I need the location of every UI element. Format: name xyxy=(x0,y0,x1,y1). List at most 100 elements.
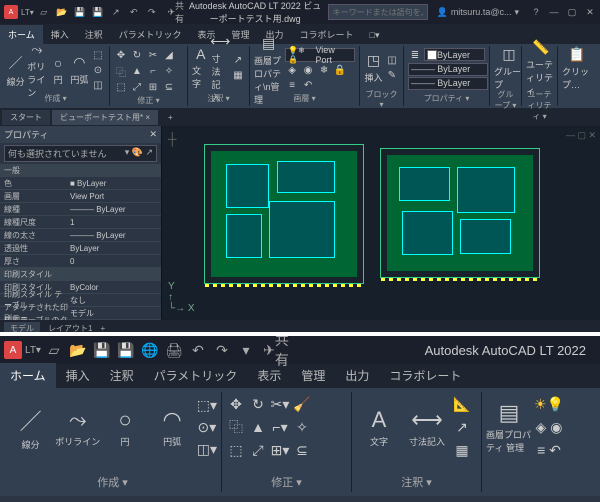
matchprop-icon[interactable]: ≣ xyxy=(408,48,422,62)
block-create-icon[interactable]: ◫ xyxy=(385,54,399,68)
undo-icon[interactable]: ↶ xyxy=(127,5,141,19)
fillet-icon[interactable]: ⌐▾ xyxy=(270,417,290,437)
save-icon[interactable]: 💾 xyxy=(73,5,87,19)
panel-label[interactable]: 作成 ▾ xyxy=(6,93,105,104)
drawing-canvas[interactable]: ┼ Y↑└→ X — ▢ ✕ xyxy=(162,126,600,320)
redo-icon[interactable]: ↷ xyxy=(212,340,232,360)
property-row[interactable]: 線の太さ——— ByLayer xyxy=(0,229,161,242)
polyline-button[interactable]: ⤳ポリライン xyxy=(27,50,46,90)
panel-label[interactable]: グループ ▾ xyxy=(494,89,517,111)
explode-icon[interactable]: ✧ xyxy=(162,64,176,78)
minimize-icon[interactable]: — xyxy=(548,6,560,18)
property-row[interactable]: 画層View Port xyxy=(0,190,161,203)
trim-icon[interactable]: ✂▾ xyxy=(270,394,290,414)
layer-dropdown[interactable]: 💡❄🔒 View Port xyxy=(285,48,355,62)
new-tab-button[interactable]: + xyxy=(160,111,181,124)
qat-more-icon[interactable]: ▾ xyxy=(236,340,256,360)
layer-freeze-icon[interactable]: ❄ xyxy=(317,63,331,77)
layer-match-icon[interactable]: ≡ xyxy=(285,78,299,92)
share-button[interactable]: ✈ 共有 xyxy=(169,5,183,19)
stretch-icon[interactable]: ⬚ xyxy=(114,80,128,94)
hatch-icon[interactable]: ⊙ xyxy=(91,63,105,77)
property-row[interactable]: 厚さ0 xyxy=(0,255,161,268)
lineweight-dropdown[interactable]: ——— ByLayer xyxy=(408,77,488,90)
start-tab[interactable]: スタート xyxy=(2,110,50,125)
layer-sun-icon[interactable]: ☀💡 xyxy=(534,394,564,414)
panel-label[interactable]: ユーティリティ ▾ xyxy=(526,89,553,122)
property-row[interactable]: 線種尺度1 xyxy=(0,216,161,229)
panel-label[interactable]: 修正 ▾ xyxy=(114,95,183,106)
line-button[interactable]: ／線分 xyxy=(6,50,25,90)
rotate-icon[interactable]: ↻ xyxy=(130,48,144,62)
table-icon[interactable]: ▦ xyxy=(231,69,245,83)
array-icon[interactable]: ⊞▾ xyxy=(270,440,290,460)
panel-label[interactable]: 画層 ▾ xyxy=(254,93,355,104)
panel-label[interactable]: ブロック ▾ xyxy=(364,89,399,109)
viewport-2[interactable] xyxy=(380,148,540,278)
saveas-icon[interactable]: 💾 xyxy=(116,340,136,360)
spline-icon[interactable]: ◫ xyxy=(91,78,105,92)
offset-icon[interactable]: ⊆ xyxy=(162,80,176,94)
arc-button[interactable]: ◠円弧 xyxy=(70,50,89,90)
property-row[interactable]: 透過性ByLayer xyxy=(0,242,161,255)
dim-button[interactable]: ⟷寸法記入 xyxy=(404,394,450,460)
open-icon[interactable]: 📂 xyxy=(55,5,69,19)
tab-output[interactable]: 出力 xyxy=(335,363,379,388)
mirror-icon[interactable]: ▲ xyxy=(248,417,268,437)
measure-button[interactable]: 📏ユーティリティ xyxy=(526,48,556,88)
rect-icon[interactable]: ⬚ xyxy=(91,48,105,62)
layout1-tab[interactable]: レイアウト1 xyxy=(48,323,92,333)
copy-icon[interactable]: ⿻ xyxy=(226,417,246,437)
text-button[interactable]: A文字 xyxy=(192,48,210,88)
layer-iso-icon[interactable]: ◈ xyxy=(285,63,299,77)
layerprops-button[interactable]: ▤画層プロパティ\n管理 xyxy=(254,50,283,90)
add-layout-button[interactable]: + xyxy=(100,324,105,333)
linetype-dropdown[interactable]: ——— ByLayer xyxy=(408,63,488,76)
panel-label[interactable]: 作成 ▾ xyxy=(8,472,217,490)
table-icon[interactable]: ▦ xyxy=(452,440,472,460)
mirror-icon[interactable]: ▲ xyxy=(130,64,144,78)
tab-parametric[interactable]: パラメトリック xyxy=(111,25,190,44)
erase-icon[interactable]: 🧹 xyxy=(292,394,312,414)
tab-manage[interactable]: 管理 xyxy=(291,363,335,388)
viewcube-placeholder[interactable]: — ▢ ✕ xyxy=(566,130,596,141)
user-menu[interactable]: 👤 mitsuru.ta@c... ▾ xyxy=(437,7,519,18)
offset-icon[interactable]: ⊆ xyxy=(292,440,312,460)
explode-icon[interactable]: ✧ xyxy=(292,417,312,437)
model-tab[interactable]: モデル xyxy=(4,322,40,333)
leader-icon[interactable]: 📐 xyxy=(452,394,472,414)
layer-off-icon[interactable]: ◉ xyxy=(301,63,315,77)
save-icon[interactable]: 💾 xyxy=(92,340,112,360)
polyline-button[interactable]: ⤳ポリライン xyxy=(55,394,100,460)
plot-icon[interactable]: 🖨 xyxy=(164,340,184,360)
tab-parametric[interactable]: パラメトリック xyxy=(144,363,248,388)
panel-label[interactable]: 修正 ▾ xyxy=(226,472,347,490)
tab-view[interactable]: 表示 xyxy=(247,363,291,388)
fillet-icon[interactable]: ⌐ xyxy=(146,64,160,78)
insert-button[interactable]: ◳挿入 xyxy=(364,48,383,88)
property-row[interactable]: 線種——— ByLayer xyxy=(0,203,161,216)
new-icon[interactable]: ▱ xyxy=(37,5,51,19)
close-icon[interactable]: ✕ xyxy=(584,6,596,18)
array-icon[interactable]: ⊞ xyxy=(146,80,160,94)
new-icon[interactable]: ▱ xyxy=(44,340,64,360)
layer-match-icon[interactable]: ≡ ↶ xyxy=(534,440,564,460)
stretch-icon[interactable]: ⬚ xyxy=(226,440,246,460)
share-button[interactable]: ✈ 共有 xyxy=(266,340,286,360)
tab-insert[interactable]: 挿入 xyxy=(43,25,77,44)
tab-home[interactable]: ホーム xyxy=(0,363,56,388)
layer-iso-icon[interactable]: ◈ ◉ xyxy=(534,417,564,437)
panel-label[interactable]: 注釈 ▾ xyxy=(192,93,245,104)
web-icon[interactable]: 🌐 xyxy=(140,340,160,360)
layer-lock-icon[interactable]: 🔒 xyxy=(333,63,347,77)
group-button[interactable]: ◫グループ xyxy=(494,48,524,88)
panel-label[interactable]: 注釈 ▾ xyxy=(356,472,477,490)
move-icon[interactable]: ✥ xyxy=(114,48,128,62)
scale-icon[interactable]: ⤢ xyxy=(130,80,144,94)
hatch-icon[interactable]: ⊙▾ xyxy=(197,417,217,437)
erase-icon[interactable]: ◢ xyxy=(162,48,176,62)
boundary-icon[interactable]: ◫▾ xyxy=(197,439,217,459)
copy-icon[interactable]: ⿻ xyxy=(114,64,128,78)
help-icon[interactable]: ? xyxy=(530,6,542,18)
viewport-1[interactable] xyxy=(204,144,364,284)
